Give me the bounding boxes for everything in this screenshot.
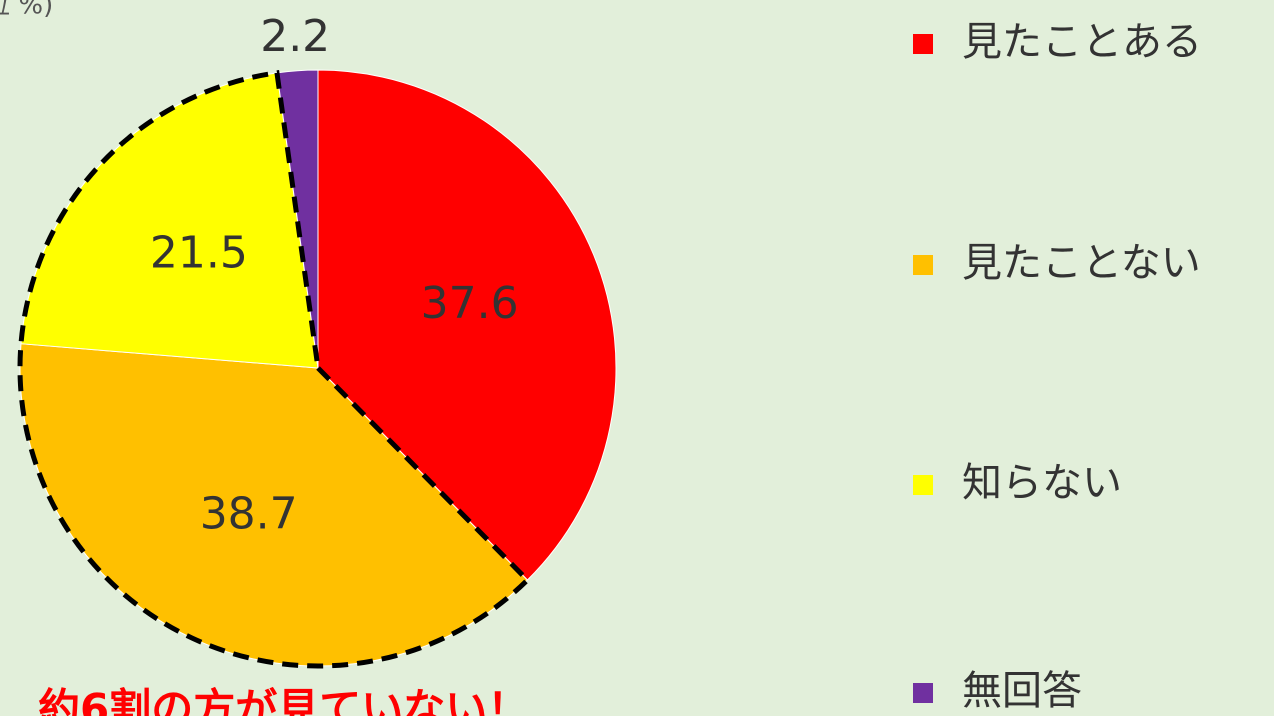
legend-swatch [913, 683, 933, 703]
pie-slice [276, 69, 319, 369]
legend-swatch [913, 255, 933, 275]
highlight-outline [17, 70, 531, 669]
legend-label: 無回答 [962, 668, 1082, 714]
legend-label: 知らない [962, 460, 1122, 506]
legend-label: 見たことない [962, 240, 1201, 286]
annotation: 約6割の方が見ていない！ [38, 685, 529, 716]
pie-slice [20, 72, 319, 369]
data-label: 2.2 [260, 11, 330, 62]
data-label: 37.6 [421, 278, 519, 329]
unit-note: (単位 %) [0, 0, 53, 21]
data-label: 38.7 [200, 489, 298, 540]
legend-swatch [913, 34, 933, 54]
legend-swatch [913, 475, 933, 495]
legend-label: 見たことある [962, 19, 1202, 65]
pie-slice [317, 69, 617, 581]
data-label: 21.5 [150, 227, 248, 278]
